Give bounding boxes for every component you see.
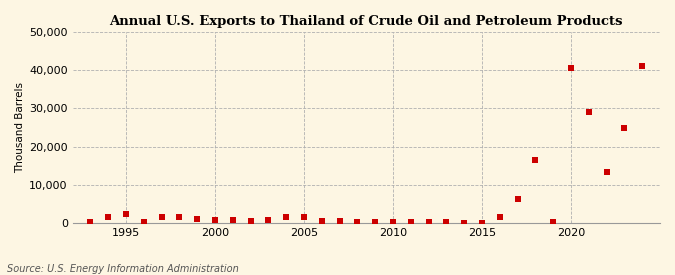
- Point: [637, 64, 647, 68]
- Point: [138, 220, 149, 224]
- Point: [441, 220, 452, 224]
- Point: [334, 219, 345, 223]
- Point: [370, 219, 381, 224]
- Point: [423, 220, 434, 224]
- Text: Source: U.S. Energy Information Administration: Source: U.S. Energy Information Administ…: [7, 264, 238, 274]
- Point: [619, 125, 630, 130]
- Point: [263, 218, 274, 222]
- Point: [387, 220, 398, 224]
- Point: [548, 219, 559, 224]
- Point: [298, 215, 309, 220]
- Point: [103, 214, 113, 219]
- Point: [601, 169, 612, 174]
- Point: [245, 219, 256, 223]
- Point: [210, 218, 221, 222]
- Point: [406, 220, 416, 224]
- Title: Annual U.S. Exports to Thailand of Crude Oil and Petroleum Products: Annual U.S. Exports to Thailand of Crude…: [109, 15, 623, 28]
- Point: [156, 215, 167, 220]
- Point: [192, 217, 202, 221]
- Point: [583, 110, 594, 114]
- Point: [477, 221, 487, 225]
- Point: [566, 66, 576, 70]
- Point: [459, 220, 470, 225]
- Point: [530, 158, 541, 163]
- Point: [174, 214, 185, 219]
- Y-axis label: Thousand Barrels: Thousand Barrels: [15, 82, 25, 173]
- Point: [121, 212, 132, 216]
- Point: [317, 219, 327, 223]
- Point: [281, 214, 292, 219]
- Point: [85, 220, 96, 224]
- Point: [512, 197, 523, 202]
- Point: [494, 214, 505, 219]
- Point: [227, 218, 238, 223]
- Point: [352, 219, 363, 224]
